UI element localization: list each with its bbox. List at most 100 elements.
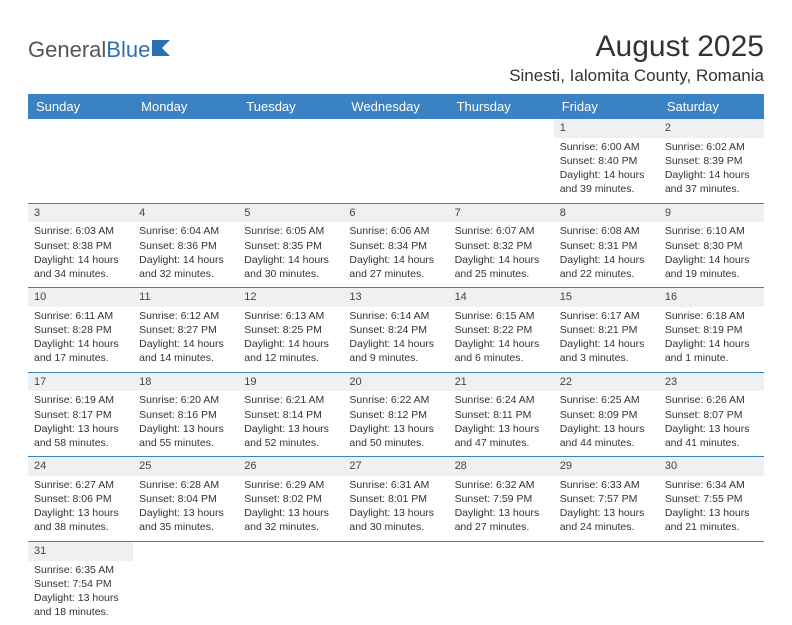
sunset-text: Sunset: 8:04 PM <box>139 492 232 506</box>
daylight-text: Daylight: 14 hours and 14 minutes. <box>139 337 232 365</box>
sunset-text: Sunset: 8:17 PM <box>34 408 127 422</box>
daylight-text: Daylight: 14 hours and 12 minutes. <box>244 337 337 365</box>
sunset-text: Sunset: 8:19 PM <box>665 323 758 337</box>
calendar-cell <box>343 541 448 625</box>
calendar-cell: 5Sunrise: 6:05 AMSunset: 8:35 PMDaylight… <box>238 203 343 288</box>
weekday-header: Sunday <box>28 94 133 119</box>
daylight-text: Daylight: 13 hours and 38 minutes. <box>34 506 127 534</box>
day-number: 25 <box>133 457 238 476</box>
daylight-text: Daylight: 14 hours and 34 minutes. <box>34 253 127 281</box>
calendar-cell <box>343 119 448 203</box>
day-number: 1 <box>554 119 659 138</box>
daylight-text: Daylight: 14 hours and 6 minutes. <box>455 337 548 365</box>
calendar-cell: 9Sunrise: 6:10 AMSunset: 8:30 PMDaylight… <box>659 203 764 288</box>
sunset-text: Sunset: 8:01 PM <box>349 492 442 506</box>
month-title: August 2025 <box>509 30 764 64</box>
day-number: 7 <box>449 204 554 223</box>
day-number: 31 <box>28 542 133 561</box>
sunrise-text: Sunrise: 6:26 AM <box>665 393 758 407</box>
daylight-text: Daylight: 13 hours and 41 minutes. <box>665 422 758 450</box>
calendar-cell: 30Sunrise: 6:34 AMSunset: 7:55 PMDayligh… <box>659 457 764 542</box>
calendar-cell: 21Sunrise: 6:24 AMSunset: 8:11 PMDayligh… <box>449 372 554 457</box>
calendar-cell: 22Sunrise: 6:25 AMSunset: 8:09 PMDayligh… <box>554 372 659 457</box>
calendar-week-row: 10Sunrise: 6:11 AMSunset: 8:28 PMDayligh… <box>28 288 764 373</box>
day-number: 28 <box>449 457 554 476</box>
sunrise-text: Sunrise: 6:33 AM <box>560 478 653 492</box>
day-number: 12 <box>238 288 343 307</box>
day-number: 18 <box>133 373 238 392</box>
sunset-text: Sunset: 8:12 PM <box>349 408 442 422</box>
daylight-text: Daylight: 14 hours and 25 minutes. <box>455 253 548 281</box>
sunrise-text: Sunrise: 6:35 AM <box>34 563 127 577</box>
day-number: 19 <box>238 373 343 392</box>
sunrise-text: Sunrise: 6:17 AM <box>560 309 653 323</box>
day-number: 6 <box>343 204 448 223</box>
daylight-text: Daylight: 13 hours and 44 minutes. <box>560 422 653 450</box>
sunset-text: Sunset: 7:55 PM <box>665 492 758 506</box>
calendar-week-row: 31Sunrise: 6:35 AMSunset: 7:54 PMDayligh… <box>28 541 764 625</box>
sunrise-text: Sunrise: 6:15 AM <box>455 309 548 323</box>
calendar-cell: 4Sunrise: 6:04 AMSunset: 8:36 PMDaylight… <box>133 203 238 288</box>
calendar-cell: 17Sunrise: 6:19 AMSunset: 8:17 PMDayligh… <box>28 372 133 457</box>
daylight-text: Daylight: 13 hours and 18 minutes. <box>34 591 127 619</box>
calendar-cell: 23Sunrise: 6:26 AMSunset: 8:07 PMDayligh… <box>659 372 764 457</box>
calendar-cell: 15Sunrise: 6:17 AMSunset: 8:21 PMDayligh… <box>554 288 659 373</box>
calendar-cell <box>238 119 343 203</box>
day-number: 10 <box>28 288 133 307</box>
sunrise-text: Sunrise: 6:18 AM <box>665 309 758 323</box>
sunrise-text: Sunrise: 6:06 AM <box>349 224 442 238</box>
sunset-text: Sunset: 8:24 PM <box>349 323 442 337</box>
calendar-cell: 14Sunrise: 6:15 AMSunset: 8:22 PMDayligh… <box>449 288 554 373</box>
calendar-week-row: 3Sunrise: 6:03 AMSunset: 8:38 PMDaylight… <box>28 203 764 288</box>
weekday-header: Tuesday <box>238 94 343 119</box>
flag-icon <box>152 36 174 62</box>
sunrise-text: Sunrise: 6:19 AM <box>34 393 127 407</box>
calendar-cell: 10Sunrise: 6:11 AMSunset: 8:28 PMDayligh… <box>28 288 133 373</box>
sunrise-text: Sunrise: 6:12 AM <box>139 309 232 323</box>
daylight-text: Daylight: 13 hours and 55 minutes. <box>139 422 232 450</box>
day-number: 16 <box>659 288 764 307</box>
day-number: 13 <box>343 288 448 307</box>
daylight-text: Daylight: 14 hours and 19 minutes. <box>665 253 758 281</box>
sunset-text: Sunset: 8:34 PM <box>349 239 442 253</box>
sunset-text: Sunset: 8:30 PM <box>665 239 758 253</box>
sunset-text: Sunset: 8:27 PM <box>139 323 232 337</box>
calendar-cell <box>133 541 238 625</box>
calendar-cell <box>449 541 554 625</box>
day-number: 11 <box>133 288 238 307</box>
weekday-header: Saturday <box>659 94 764 119</box>
weekday-header: Thursday <box>449 94 554 119</box>
calendar-cell <box>449 119 554 203</box>
calendar-cell: 13Sunrise: 6:14 AMSunset: 8:24 PMDayligh… <box>343 288 448 373</box>
calendar-cell: 26Sunrise: 6:29 AMSunset: 8:02 PMDayligh… <box>238 457 343 542</box>
logo: GeneralBlue <box>28 30 174 64</box>
header-row: GeneralBlue August 2025 Sinesti, Ialomit… <box>28 30 764 86</box>
calendar-cell: 24Sunrise: 6:27 AMSunset: 8:06 PMDayligh… <box>28 457 133 542</box>
sunrise-text: Sunrise: 6:02 AM <box>665 140 758 154</box>
calendar-cell: 12Sunrise: 6:13 AMSunset: 8:25 PMDayligh… <box>238 288 343 373</box>
calendar-cell: 28Sunrise: 6:32 AMSunset: 7:59 PMDayligh… <box>449 457 554 542</box>
day-number: 23 <box>659 373 764 392</box>
calendar-body: 1Sunrise: 6:00 AMSunset: 8:40 PMDaylight… <box>28 119 764 625</box>
calendar-cell <box>238 541 343 625</box>
weekday-header-row: Sunday Monday Tuesday Wednesday Thursday… <box>28 94 764 119</box>
sunset-text: Sunset: 8:36 PM <box>139 239 232 253</box>
sunset-text: Sunset: 8:16 PM <box>139 408 232 422</box>
sunrise-text: Sunrise: 6:00 AM <box>560 140 653 154</box>
daylight-text: Daylight: 14 hours and 32 minutes. <box>139 253 232 281</box>
calendar-table: Sunday Monday Tuesday Wednesday Thursday… <box>28 94 764 625</box>
calendar-cell: 1Sunrise: 6:00 AMSunset: 8:40 PMDaylight… <box>554 119 659 203</box>
sunrise-text: Sunrise: 6:31 AM <box>349 478 442 492</box>
daylight-text: Daylight: 13 hours and 47 minutes. <box>455 422 548 450</box>
sunrise-text: Sunrise: 6:08 AM <box>560 224 653 238</box>
weekday-header: Monday <box>133 94 238 119</box>
sunset-text: Sunset: 8:09 PM <box>560 408 653 422</box>
daylight-text: Daylight: 13 hours and 58 minutes. <box>34 422 127 450</box>
calendar-cell <box>133 119 238 203</box>
calendar-cell <box>554 541 659 625</box>
sunset-text: Sunset: 8:32 PM <box>455 239 548 253</box>
daylight-text: Daylight: 13 hours and 27 minutes. <box>455 506 548 534</box>
sunrise-text: Sunrise: 6:28 AM <box>139 478 232 492</box>
calendar-week-row: 17Sunrise: 6:19 AMSunset: 8:17 PMDayligh… <box>28 372 764 457</box>
sunset-text: Sunset: 8:22 PM <box>455 323 548 337</box>
